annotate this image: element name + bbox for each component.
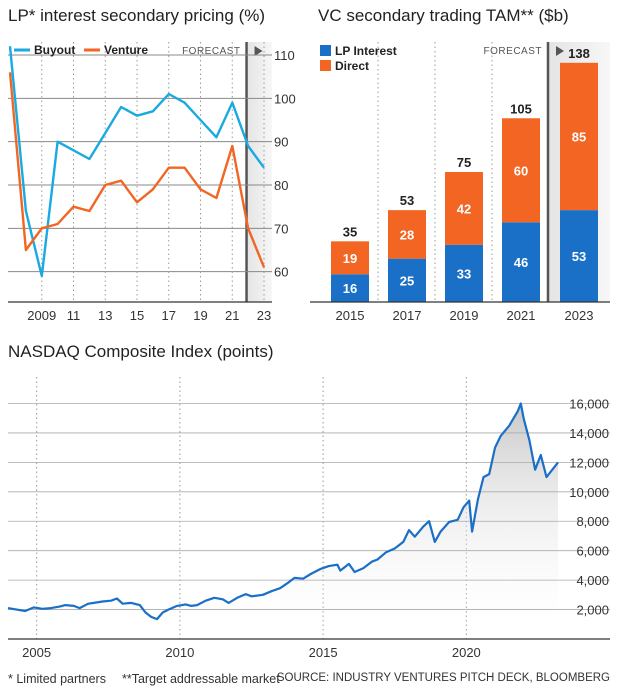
bar-lp-interest bbox=[502, 222, 540, 302]
x-tick-label: 2023 bbox=[565, 308, 594, 323]
bar-value-label: 60 bbox=[514, 163, 528, 178]
forecast-arrow bbox=[254, 46, 263, 56]
y-tick-label: 60 bbox=[274, 265, 288, 280]
series-line-venture bbox=[8, 72, 266, 268]
bar-direct bbox=[445, 172, 483, 245]
bar-lp-interest bbox=[388, 258, 426, 302]
y-tick-label: 110 bbox=[274, 48, 295, 63]
bar-value-label: 16 bbox=[343, 281, 357, 296]
forecast-band bbox=[246, 42, 272, 302]
x-tick-label: 2017 bbox=[393, 308, 422, 323]
x-tick-label: 2015 bbox=[309, 645, 338, 660]
legend-label-venture: Venture bbox=[104, 43, 148, 57]
y-tick-label: 12,000 bbox=[569, 455, 609, 470]
nasdaq-chart-title: NASDAQ Composite Index (points) bbox=[8, 342, 274, 361]
footnote-tam: **Target addressable market bbox=[122, 672, 280, 686]
nasdaq-line bbox=[7, 402, 559, 621]
y-tick-label: 10,000 bbox=[569, 485, 609, 500]
legend-swatch-lp-interest bbox=[320, 45, 331, 56]
bar-direct bbox=[388, 210, 426, 259]
bar-direct bbox=[331, 241, 369, 275]
x-tick-label: 2019 bbox=[450, 308, 479, 323]
x-tick-label: 13 bbox=[98, 308, 112, 323]
y-tick-label: 100 bbox=[274, 91, 296, 106]
bar-total-label: 138 bbox=[568, 46, 590, 61]
y-tick-label: 70 bbox=[274, 221, 288, 236]
series-line-buyout bbox=[8, 46, 265, 278]
lp-chart-title: LP* interest secondary pricing (%) bbox=[8, 6, 266, 25]
x-tick-label: 2021 bbox=[507, 308, 536, 323]
bar-value-label: 46 bbox=[514, 255, 528, 270]
x-tick-label: 15 bbox=[130, 308, 144, 323]
bar-total-label: 105 bbox=[510, 101, 532, 116]
footnote-limited-partners: * Limited partners bbox=[8, 672, 106, 686]
bar-total-label: 75 bbox=[457, 155, 471, 170]
legend-label-lp-interest: LP Interest bbox=[335, 44, 397, 58]
x-tick-label: 11 bbox=[67, 308, 81, 323]
bar-value-label: 53 bbox=[572, 249, 586, 264]
y-tick-label: 2,000 bbox=[576, 603, 609, 618]
bar-value-label: 42 bbox=[457, 201, 471, 216]
bar-lp-interest bbox=[560, 210, 598, 302]
tam-chart-title: VC secondary trading TAM** ($b) bbox=[318, 6, 569, 25]
bar-value-label: 25 bbox=[400, 273, 414, 288]
bar-total-label: 35 bbox=[343, 224, 357, 239]
x-tick-label: 2005 bbox=[22, 645, 51, 660]
x-tick-label: 2009 bbox=[27, 308, 56, 323]
legend-swatch-direct bbox=[320, 60, 331, 71]
bar-direct bbox=[502, 118, 540, 223]
x-tick-label: 21 bbox=[225, 308, 239, 323]
bar-lp-interest bbox=[445, 244, 483, 302]
x-tick-label: 17 bbox=[162, 308, 176, 323]
x-tick-label: 19 bbox=[193, 308, 207, 323]
bar-value-label: 19 bbox=[343, 251, 357, 266]
forecast-arrow bbox=[556, 46, 564, 56]
y-tick-label: 14,000 bbox=[569, 426, 609, 441]
y-tick-label: 4,000 bbox=[576, 573, 609, 588]
y-tick-label: 8,000 bbox=[576, 514, 609, 529]
y-tick-label: 16,000 bbox=[569, 396, 609, 411]
x-tick-label: 2015 bbox=[336, 308, 365, 323]
x-tick-label: 2010 bbox=[165, 645, 194, 660]
source-note: SOURCE: INDUSTRY VENTURES PITCH DECK, BL… bbox=[276, 672, 610, 684]
y-tick-label: 90 bbox=[274, 135, 288, 150]
bar-value-label: 28 bbox=[400, 227, 414, 242]
x-tick-label: 2020 bbox=[452, 645, 481, 660]
lp-pricing-chart: FORECAST 60 70 80 90 100 110 2009 11 13 15 17 19 21 23… bbox=[8, 42, 296, 323]
y-tick-label: 80 bbox=[274, 178, 288, 193]
bar-value-label: 33 bbox=[457, 266, 471, 281]
bar-value-label: 85 bbox=[572, 129, 586, 144]
nasdaq-chart: 2,000 4,000 6,000 8,000 10,000 12,000 14,000 16… bbox=[7, 377, 610, 660]
bar-lp-interest bbox=[331, 274, 369, 302]
forecast-label: FORECAST bbox=[484, 46, 542, 57]
x-tick-label: 23 bbox=[257, 308, 271, 323]
legend-label-direct: Direct bbox=[335, 59, 369, 73]
legend-label-buyout: Buyout bbox=[34, 43, 75, 57]
bar-total-label: 53 bbox=[400, 193, 414, 208]
y-tick-label: 6,000 bbox=[576, 544, 609, 559]
bar-direct bbox=[560, 62, 598, 211]
tam-bar-chart: FORECAST 16 19 35 2015 25 28 53 2017 33 42 75 2019 46… bbox=[310, 42, 610, 323]
forecast-label: FORECAST bbox=[182, 46, 240, 57]
